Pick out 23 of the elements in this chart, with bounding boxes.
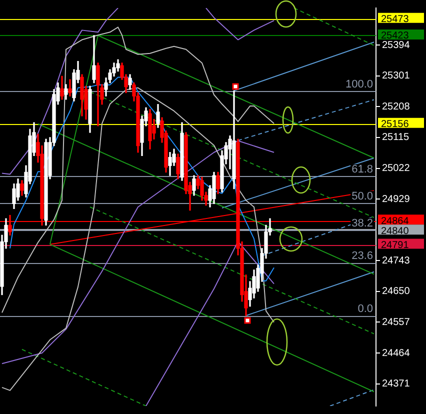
ref-line-label: 25423 xyxy=(381,30,410,42)
annotation: 61.8 xyxy=(352,164,373,176)
y-tick-label: 24929 xyxy=(382,194,410,205)
y-tick-label: 24371 xyxy=(382,378,410,390)
annotation: 38.2 xyxy=(352,217,373,230)
annotation: 0.0 xyxy=(358,303,373,316)
ref-line-label: 25156 xyxy=(381,119,410,130)
y-tick-label: 25301 xyxy=(382,70,410,82)
ref-line-label: 24791 xyxy=(381,240,410,251)
ref-line-label: 25473 xyxy=(381,14,410,26)
y-tick-label: 24464 xyxy=(382,348,410,359)
y-tick-label: 25208 xyxy=(382,101,410,112)
ref-line-label: 24840 xyxy=(381,226,410,237)
y-tick-label: 24743 xyxy=(382,255,410,266)
y-tick-label: 25394 xyxy=(382,40,410,51)
y-tick-label: 24650 xyxy=(382,286,410,298)
annotation: 50.0 xyxy=(352,190,373,203)
y-tick-label: 25115 xyxy=(382,132,410,144)
annotation: 100.0 xyxy=(345,78,373,90)
y-tick-label: 24557 xyxy=(382,316,410,328)
y-tick-label: 25022 xyxy=(382,163,410,174)
annotation: 23.6 xyxy=(352,250,373,262)
ref-line-label: 24864 xyxy=(381,216,410,227)
